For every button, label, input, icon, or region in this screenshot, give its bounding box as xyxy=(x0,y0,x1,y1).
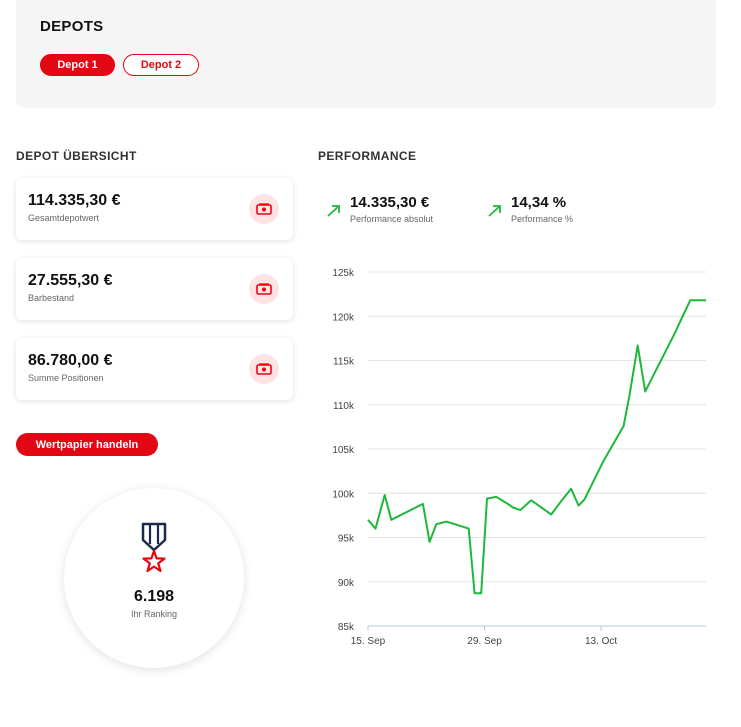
series-line xyxy=(367,299,706,595)
card-value: 114.335,30 € xyxy=(28,192,121,209)
x-tick-label: 29. Sep xyxy=(467,636,502,647)
performance-title: PERFORMANCE xyxy=(318,149,417,163)
trade-security-button[interactable]: Wertpapier handeln xyxy=(16,433,158,456)
ranking-badge: 6.198 Ihr Ranking xyxy=(64,488,244,668)
card-value: 27.555,30 € xyxy=(28,272,113,289)
depots-panel: DEPOTS Depot 1 Depot 2 xyxy=(16,0,716,108)
y-tick-label: 115k xyxy=(333,357,355,368)
depots-title: DEPOTS xyxy=(40,18,104,35)
medal-icon xyxy=(140,522,168,579)
depot-1-button[interactable]: Depot 1 xyxy=(40,54,115,76)
performance-percent-label: Performance % xyxy=(511,214,574,224)
card-label: Gesamtdepotwert xyxy=(28,213,100,223)
y-tick-label: 85k xyxy=(338,622,355,633)
card-label: Barbestand xyxy=(28,293,75,303)
performance-absolute-label: Performance absolut xyxy=(350,214,434,224)
money-icon xyxy=(249,194,279,224)
ranking-value: 6.198 xyxy=(133,588,175,605)
performance-chart: 125k 120k 115k 110k 105k 100k 95k 90k 85k 15. Sep… xyxy=(332,268,706,647)
card-cash: 27.555,30 € Barbestand xyxy=(16,258,293,320)
card-value: 86.780,00 € xyxy=(28,352,113,369)
card-label: Summe Positionen xyxy=(28,373,104,383)
performance-percent-value: 14,34 % xyxy=(511,194,567,211)
overview-title: DEPOT ÜBERSICHT xyxy=(16,149,137,163)
y-tick-label: 120k xyxy=(332,312,355,323)
x-tick-label: 15. Sep xyxy=(351,636,386,647)
y-tick-label: 125k xyxy=(332,268,355,279)
depot-2-button[interactable]: Depot 2 xyxy=(123,54,199,76)
y-tick-label: 100k xyxy=(332,489,355,500)
trend-up-icon xyxy=(487,204,503,223)
y-tick-label: 90k xyxy=(338,578,355,589)
ranking-label: Ihr Ranking xyxy=(130,609,178,619)
y-tick-label: 105k xyxy=(332,445,355,456)
trend-up-icon xyxy=(326,204,342,223)
x-tick-label: 13. Oct xyxy=(585,636,617,647)
card-total-value: 114.335,30 € Gesamtdepotwert xyxy=(16,178,293,240)
y-tick-label: 95k xyxy=(338,534,355,545)
money-icon xyxy=(249,354,279,384)
card-positions: 86.780,00 € Summe Positionen xyxy=(16,338,293,400)
money-icon xyxy=(249,274,279,304)
performance-absolute-value: 14.335,30 € xyxy=(350,194,430,211)
y-tick-label: 110k xyxy=(333,401,355,412)
